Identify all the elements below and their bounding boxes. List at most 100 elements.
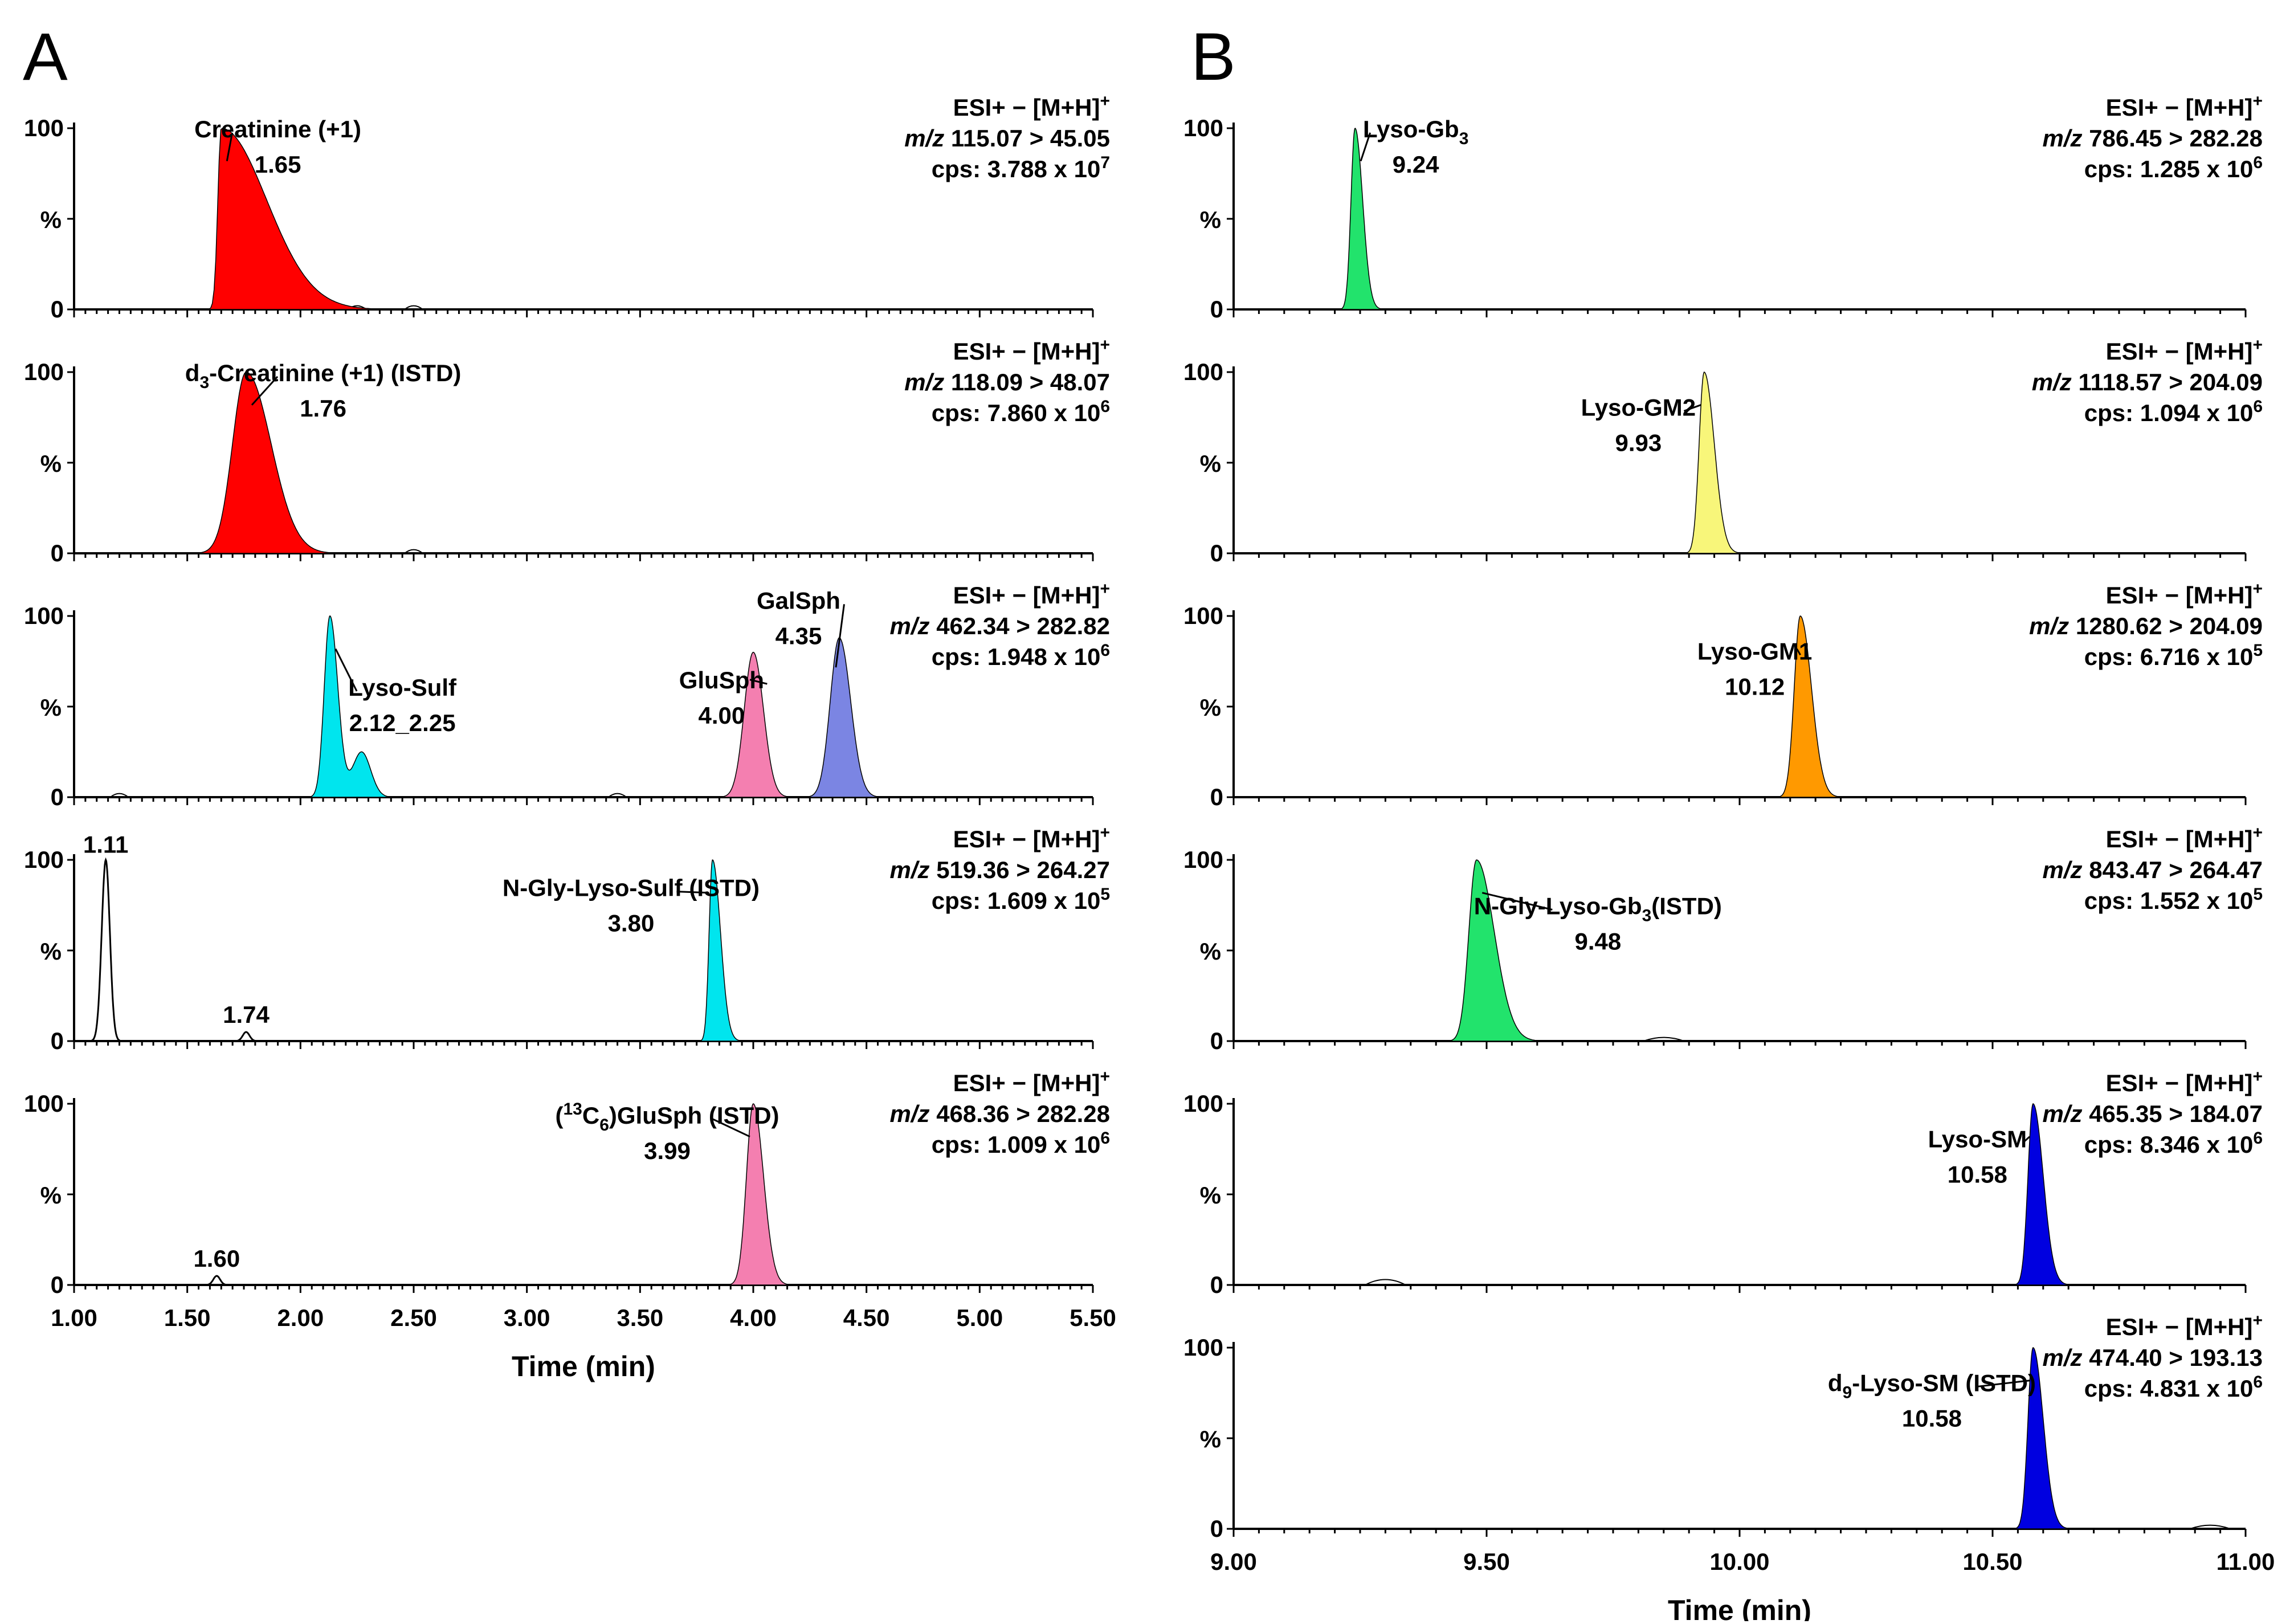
noise-blip xyxy=(404,549,423,554)
peak-leader-line xyxy=(676,891,709,894)
y-tick-label-100: 100 xyxy=(24,602,64,629)
y-axis-percent-label: % xyxy=(40,450,62,477)
x-tick-label: 3.00 xyxy=(504,1304,550,1331)
mz-prefix: m/z xyxy=(2043,1100,2083,1127)
unlabeled-peak-line xyxy=(200,1275,233,1286)
mz-prefix: m/z xyxy=(904,369,944,395)
y-tick-label-100: 100 xyxy=(1183,358,1223,385)
panel-a-letter: A xyxy=(23,19,68,95)
y-axis-percent-label: % xyxy=(1200,206,1221,233)
peak-leader-line xyxy=(1360,132,1371,162)
x-tick-label: 4.00 xyxy=(730,1304,777,1331)
mz-prefix: m/z xyxy=(890,1100,930,1127)
peak-area xyxy=(197,372,351,554)
cps-label: cps: 1.285 x 106 xyxy=(2084,153,2263,182)
mz-transition-label: m/z 1118.57 > 204.09 xyxy=(2032,369,2263,395)
x-tick-label: 5.50 xyxy=(1070,1304,1116,1331)
text-span: 786.45 > 282.28 xyxy=(2083,125,2263,152)
superscript: 5 xyxy=(2253,641,2263,660)
text-span: C xyxy=(582,1102,599,1129)
y-tick-label-0: 0 xyxy=(51,1027,64,1054)
y-tick-label-100: 100 xyxy=(24,846,64,873)
peak-rt-label: 10.58 xyxy=(1902,1405,1962,1431)
peak-leader-line xyxy=(835,604,845,668)
mz-prefix: m/z xyxy=(2032,369,2072,395)
superscript: + xyxy=(2252,823,2263,842)
superscript: + xyxy=(1100,1067,1110,1086)
peak-rt-label: 4.35 xyxy=(775,622,822,649)
mz-prefix: m/z xyxy=(890,613,930,639)
text-span: cps: 1.285 x 10 xyxy=(2084,156,2254,182)
superscript: 6 xyxy=(2253,1373,2263,1392)
peak-leader-line xyxy=(1796,648,1801,656)
text-span: cps: 6.716 x 10 xyxy=(2084,643,2254,670)
text-span: cps: 4.831 x 10 xyxy=(2084,1375,2254,1402)
noise-blip xyxy=(2189,1524,2231,1529)
superscript: + xyxy=(2252,92,2263,111)
cps-label: cps: 7.860 x 106 xyxy=(932,397,1110,426)
peak-name-label: GalSph xyxy=(757,587,840,614)
peak-area xyxy=(2014,1103,2076,1286)
panel-b-letter: B xyxy=(1191,19,1236,95)
superscript: 6 xyxy=(1100,397,1110,416)
mz-prefix: m/z xyxy=(2043,125,2083,152)
y-tick-label-100: 100 xyxy=(1183,1334,1223,1361)
y-axis-percent-label: % xyxy=(1200,450,1221,477)
peak-rt-label: 3.80 xyxy=(608,910,655,937)
superscript: + xyxy=(1100,823,1110,842)
peak-area xyxy=(700,859,746,1042)
y-tick-label-0: 0 xyxy=(1210,540,1223,566)
y-axis-percent-label: % xyxy=(40,694,62,721)
y-axis-percent-label: % xyxy=(40,1182,62,1209)
mz-transition-label: m/z 843.47 > 264.47 xyxy=(2043,856,2263,883)
text-span: -Creatinine (+1) (ISTD) xyxy=(209,360,461,386)
unlabeled-peak-line xyxy=(230,1031,263,1042)
cps-label: cps: 1.552 x 105 xyxy=(2084,885,2263,914)
superscript: 7 xyxy=(1100,153,1110,172)
superscript: + xyxy=(2252,1067,2263,1086)
peak-name-label: Lyso-GM1 xyxy=(1697,638,1812,664)
peak-name-label: Lyso-Gb3 xyxy=(1363,116,1468,148)
superscript: + xyxy=(1100,92,1110,111)
y-tick-label-0: 0 xyxy=(51,540,64,566)
y-axis-percent-label: % xyxy=(1200,1182,1221,1209)
peak-leader-line xyxy=(1481,892,1553,911)
peak-name-label: Lyso-Sulf xyxy=(348,674,457,701)
text-span: 468.36 > 282.28 xyxy=(930,1100,1110,1127)
peak-rt-label: 1.60 xyxy=(193,1245,240,1272)
y-tick-label-0: 0 xyxy=(1210,1515,1223,1542)
x-tick-label: 2.50 xyxy=(390,1304,437,1331)
chromatogram-trace: 100% 0 d3-Creatinine (+1) (ISTD) 1.76 ESI+ −… xyxy=(24,336,1110,566)
x-tick-label: 1.00 xyxy=(51,1304,97,1331)
text-span: cps: 1.948 x 10 xyxy=(932,643,1101,670)
text-span: cps: 3.788 x 10 xyxy=(932,156,1101,182)
ionization-mode-label: ESI+ − [M+H]+ xyxy=(2106,1067,2263,1096)
superscript: 5 xyxy=(2253,885,2263,904)
x-tick-label: 10.50 xyxy=(1962,1548,2022,1575)
noise-blip xyxy=(1365,1279,1406,1286)
y-axis-percent-label: % xyxy=(40,206,62,233)
peak-leader-line xyxy=(251,376,279,406)
text-span: cps: 1.609 x 10 xyxy=(932,887,1101,914)
peak-name-label: Lyso-GM2 xyxy=(1581,394,1696,421)
mz-prefix: m/z xyxy=(2043,856,2083,883)
peak-area xyxy=(728,1103,797,1286)
text-span: ESI+ − [M+H] xyxy=(953,582,1100,609)
noise-blip xyxy=(608,793,627,798)
superscript: 6 xyxy=(1100,641,1110,660)
text-span: 474.40 > 193.13 xyxy=(2083,1344,2263,1371)
text-span: ESI+ − [M+H] xyxy=(2106,1313,2253,1340)
peak-rt-label: 1.65 xyxy=(255,151,301,178)
peak-leader-line xyxy=(712,1118,750,1138)
peak-name-label: d3-Creatinine (+1) (ISTD) xyxy=(185,360,462,392)
mz-prefix: m/z xyxy=(904,125,944,152)
peak-rt-label: 1.76 xyxy=(300,395,346,422)
text-span: ESI+ − [M+H] xyxy=(2106,1070,2253,1096)
peak-rt-label: 2.12_2.25 xyxy=(349,709,456,736)
chromatogram-trace: 100% 0 Lyso-GM1 10.12 ESI+ − [M+H]+ m/z 1280.… xyxy=(1183,580,2263,810)
peak-leader-line xyxy=(226,132,234,161)
y-tick-label-100: 100 xyxy=(24,115,64,141)
x-tick-label: 10.00 xyxy=(1709,1548,1769,1575)
